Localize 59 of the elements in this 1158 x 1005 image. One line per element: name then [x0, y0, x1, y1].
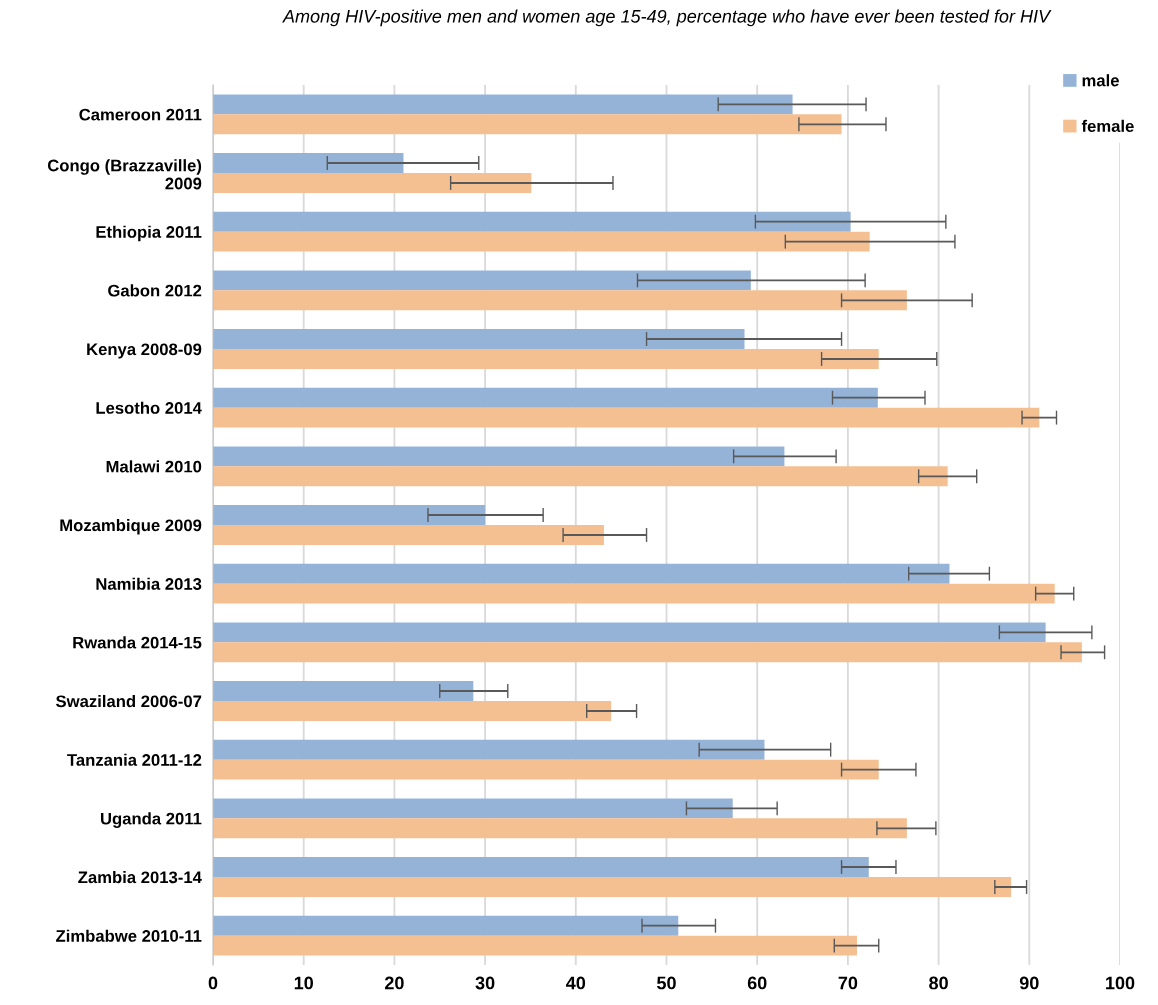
- bar: [213, 583, 1055, 604]
- x-tick-label: 40: [566, 976, 586, 990]
- y-tick-label: Kenya 2008-09: [87, 343, 202, 359]
- bar: [213, 211, 851, 232]
- bar: [213, 525, 604, 545]
- bar: [213, 739, 765, 760]
- chart-title: Among HIV-positive men and women age 15-49, percentage who have ever been tested for HIV: [282, 9, 1052, 27]
- x-tick-label: 80: [929, 976, 948, 990]
- x-tick-label: 50: [657, 976, 676, 990]
- y-tick-label: Zimbabwe 2010-11: [56, 929, 202, 942]
- y-tick-label: Congo (Brazzaville) 2009: [47, 159, 202, 190]
- y-tick-label: Tanzania 2011-12: [67, 753, 202, 766]
- bar: [213, 935, 857, 956]
- y-tick-label: Gabon 2012: [108, 284, 202, 297]
- y-tick-label: Mozambique 2009: [60, 518, 202, 535]
- bar: [213, 290, 907, 311]
- x-tick-label: 60: [747, 976, 767, 990]
- bar: [213, 173, 532, 193]
- bar: [213, 681, 474, 701]
- y-tick-label: Lesotho 2014: [96, 401, 202, 414]
- bar: [213, 818, 907, 839]
- bar: [213, 231, 870, 252]
- bar: [213, 701, 612, 721]
- bar: [213, 505, 486, 525]
- x-tick-label: 100: [1106, 976, 1135, 990]
- x-tick-label: 20: [384, 976, 404, 990]
- bar: [213, 915, 679, 936]
- y-tick-label: Swaziland 2006-07: [56, 694, 202, 708]
- bar: [213, 857, 869, 877]
- y-tick-label: Rwanda 2014-15: [73, 636, 202, 649]
- bar: [213, 563, 950, 584]
- bar: [213, 446, 785, 467]
- x-tick-label: 90: [1019, 976, 1039, 990]
- bar: [213, 407, 1040, 428]
- bar: [213, 270, 751, 291]
- x-tick-label: 30: [475, 976, 495, 990]
- bar: [213, 153, 404, 173]
- legend-label: female: [1081, 119, 1134, 133]
- bar: [213, 622, 1046, 643]
- y-tick-label: Ethiopia 2011: [96, 225, 202, 242]
- y-tick-label: Namibia 2013: [96, 577, 202, 590]
- y-tick-label: Malawi 2010: [106, 460, 202, 473]
- y-tick-label: Cameroon 2011: [79, 108, 202, 121]
- bar: [213, 114, 842, 135]
- bar: [213, 759, 879, 780]
- bar: [213, 877, 1012, 897]
- x-tick-label: 70: [838, 976, 858, 990]
- y-tick-label: Uganda 2011: [100, 812, 202, 828]
- legend-label: male: [1082, 74, 1119, 87]
- x-tick-label: 0: [208, 976, 218, 990]
- bar: [213, 466, 948, 487]
- x-tick-label: 10: [294, 976, 313, 990]
- bar: [213, 329, 745, 349]
- y-tick-label: Zambia 2013-14: [78, 870, 202, 884]
- bar: [213, 642, 1082, 663]
- bar: [213, 94, 793, 115]
- bar: [213, 387, 878, 408]
- bar: [213, 349, 879, 369]
- bar: [213, 798, 733, 819]
